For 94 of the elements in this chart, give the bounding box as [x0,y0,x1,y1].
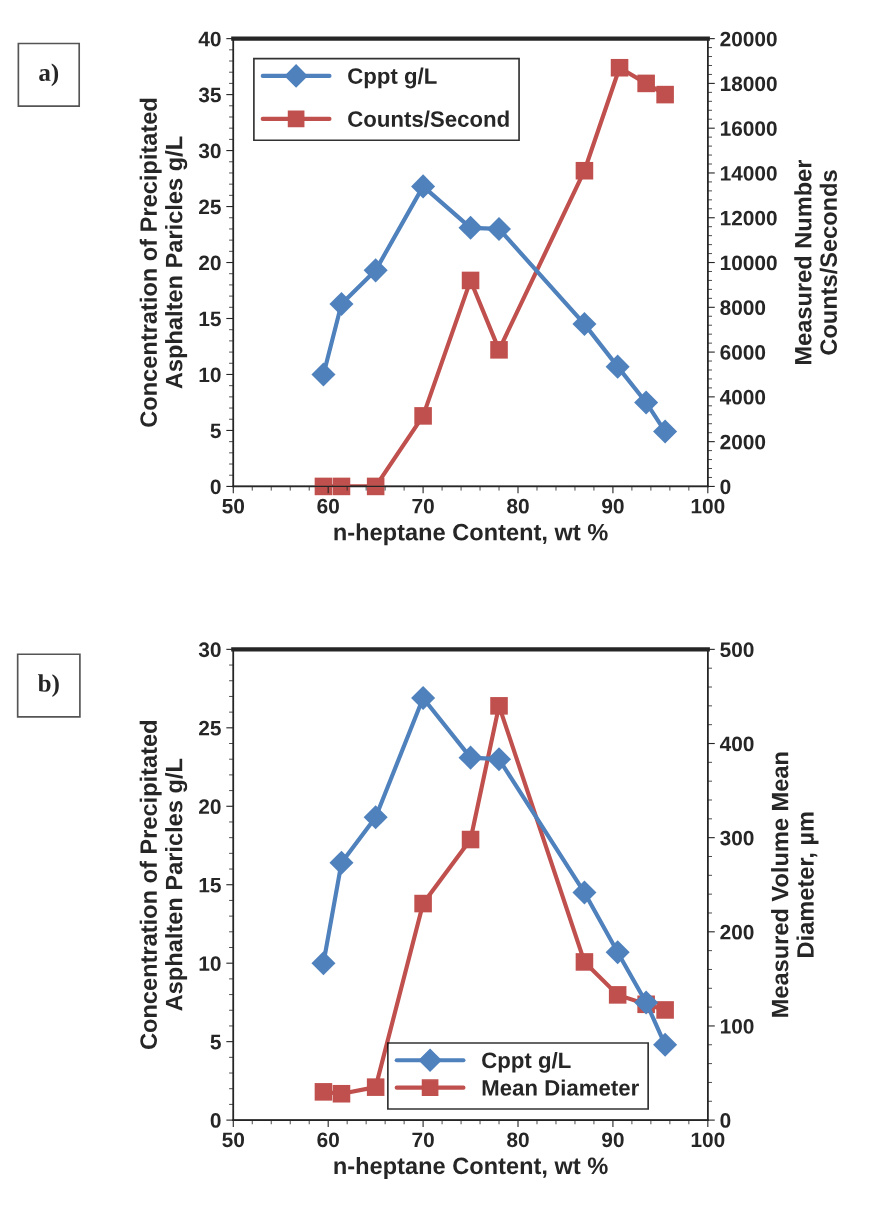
legend-label: Cppt g/L [348,67,437,89]
point [411,174,436,199]
point [575,953,594,971]
point [314,1083,333,1101]
y2-tick-label: 16000 [720,121,777,136]
y-tick-label: 10 [199,367,221,383]
y-tick-label: 40 [198,31,221,47]
point [610,58,629,77]
y-tick-label: 0 [210,1113,221,1128]
point [458,215,483,240]
x-tick-label: 60 [317,498,339,514]
y2-tick-label: 200 [720,924,754,940]
point [572,880,597,905]
x-tick-label: 80 [507,1132,529,1148]
y-tick-label: 30 [198,143,221,159]
x-tick-label: 60 [317,1132,339,1148]
y2-tick-label: 2000 [720,434,766,450]
point [605,354,630,379]
point [487,216,512,241]
y2-tick-label: 400 [719,736,754,752]
text: a) [39,63,59,87]
y2-tick-label: 0 [720,1113,731,1128]
point [363,258,388,283]
point [490,697,508,715]
point [414,407,432,425]
y-axis-title: Concentration of Precipitated Asphalten Paricles g/L [139,720,188,1050]
x-axis-title: n-heptane Content, wt % [334,1156,608,1179]
point [487,747,512,772]
y-axis-title: Concentration of Precipitated Asphalten Paricles g/L [139,98,188,427]
point [363,805,388,830]
point [656,85,674,104]
y2-tick-label: 100 [720,1018,754,1034]
y2-axis-title: Measured Number Counts/Seconds [794,159,838,364]
y-tick-label: 20 [199,255,221,271]
point [311,362,336,387]
point [605,940,630,965]
y-tick-label: 25 [199,720,221,736]
y2-tick-label: 6000 [720,345,766,360]
point [572,312,597,337]
point [608,986,627,1004]
point [634,990,659,1015]
point [314,477,333,496]
y-tick-label: 10 [199,956,221,971]
text: b) [37,674,59,697]
x-tick-label: 70 [412,498,434,514]
y2-tick-label: 8000 [720,300,766,316]
y2-tick-label: 10000 [720,255,777,271]
x-tick-label: 80 [507,498,529,514]
x-axis-title: n-heptane Content, wt % [334,523,608,546]
point [311,951,336,976]
y2-axis-title: Measured Volume Mean Diameter, µm [771,752,819,1017]
y-tick-label: 25 [199,199,221,215]
x-tick-label: 50 [222,498,245,514]
point [329,850,354,875]
point [656,1001,674,1019]
point [366,1078,385,1096]
x-tick-label: 70 [412,1132,434,1148]
x-tick-label: 90 [602,498,624,514]
y-tick-label: 15 [199,877,221,893]
y2-tick-label: 0 [720,479,731,495]
y2-tick-label: 20000 [720,31,777,47]
y2-tick-label: 4000 [719,389,766,405]
y-tick-label: 5 [210,1034,221,1050]
point [411,685,436,711]
x-tick-label: 100 [691,1132,725,1148]
point [461,830,480,849]
legend-label: Cppt g/L [482,1051,571,1073]
x-tick-label: 90 [602,1132,624,1148]
point [414,894,432,913]
point [458,745,483,770]
x-tick-label: 100 [691,498,725,514]
point [461,271,480,290]
point [653,1032,678,1057]
y-tick-label: 30 [198,642,221,658]
y2-tick-label: 14000 [720,165,777,181]
x-tick-label: 50 [222,1132,245,1148]
point [634,390,659,415]
y-tick-label: 5 [210,423,221,439]
legend-label: Mean Diameter [482,1079,639,1096]
y2-tick-label: 18000 [720,76,777,92]
y-tick-label: 20 [199,799,221,815]
y-tick-label: 35 [198,87,221,103]
y2-tick-label: 12000 [720,210,777,226]
y-tick-label: 0 [210,479,221,495]
point [332,1084,351,1103]
legend-label: Counts/Second [348,110,509,128]
y2-tick-label: 500 [720,642,754,658]
point [653,419,678,444]
point [637,74,655,93]
y-tick-label: 15 [199,311,221,327]
point [490,341,508,359]
point [575,161,594,180]
point [329,291,354,316]
y2-tick-label: 300 [720,830,754,846]
